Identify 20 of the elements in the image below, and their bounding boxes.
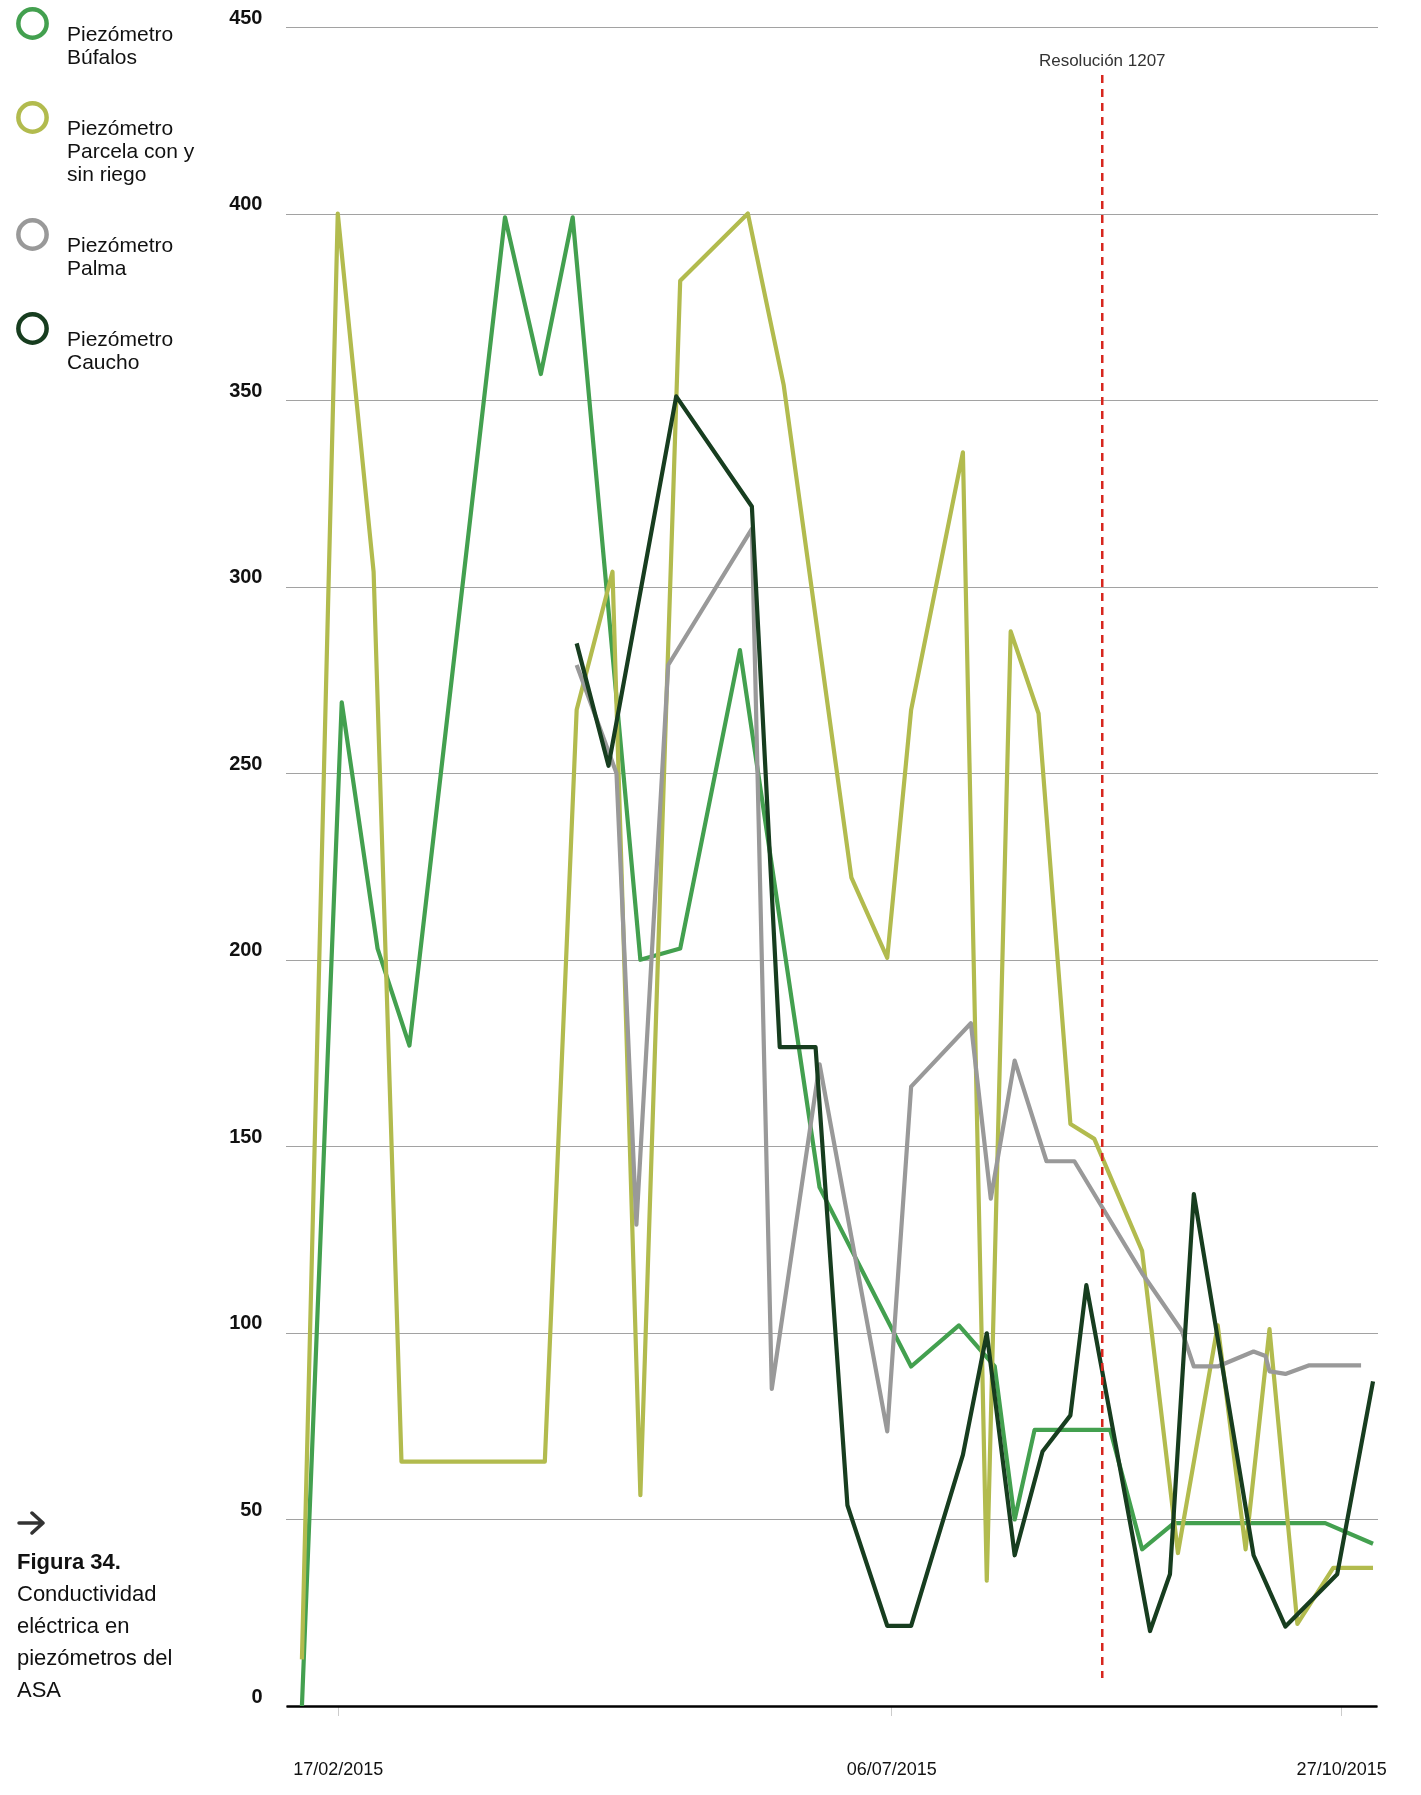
- y-tick-label: 400: [229, 192, 263, 215]
- y-tick-label: 300: [229, 565, 263, 588]
- text: Figura 34.: [17, 1548, 122, 1576]
- legend-label: Piezómetro Palma: [67, 232, 174, 279]
- ref-line-label: Resolución 1207: [1038, 51, 1166, 70]
- y-tick-label: 50: [240, 1497, 263, 1520]
- legend-label: Piezómetro Búfalos: [67, 21, 174, 68]
- x-tick-label: 27/10/2015: [1296, 1758, 1387, 1779]
- y-tick-label: 450: [229, 5, 263, 28]
- legend-label: Piezómetro Caucho: [67, 326, 174, 373]
- y-tick-label: 350: [229, 378, 263, 401]
- y-tick-label: 100: [229, 1311, 263, 1334]
- y-tick-label: 150: [229, 1124, 263, 1147]
- x-tick-label: 06/07/2015: [846, 1758, 937, 1779]
- legend-label: Piezómetro Parcela con y sin riego: [67, 115, 195, 185]
- y-tick-label: 250: [229, 751, 263, 774]
- y-tick-label: 0: [251, 1684, 263, 1707]
- x-tick-label: 17/02/2015: [293, 1758, 384, 1779]
- text: Conductividad eléctrica en piezómetros del ASA: [17, 1580, 174, 1704]
- y-tick-label: 200: [229, 938, 263, 961]
